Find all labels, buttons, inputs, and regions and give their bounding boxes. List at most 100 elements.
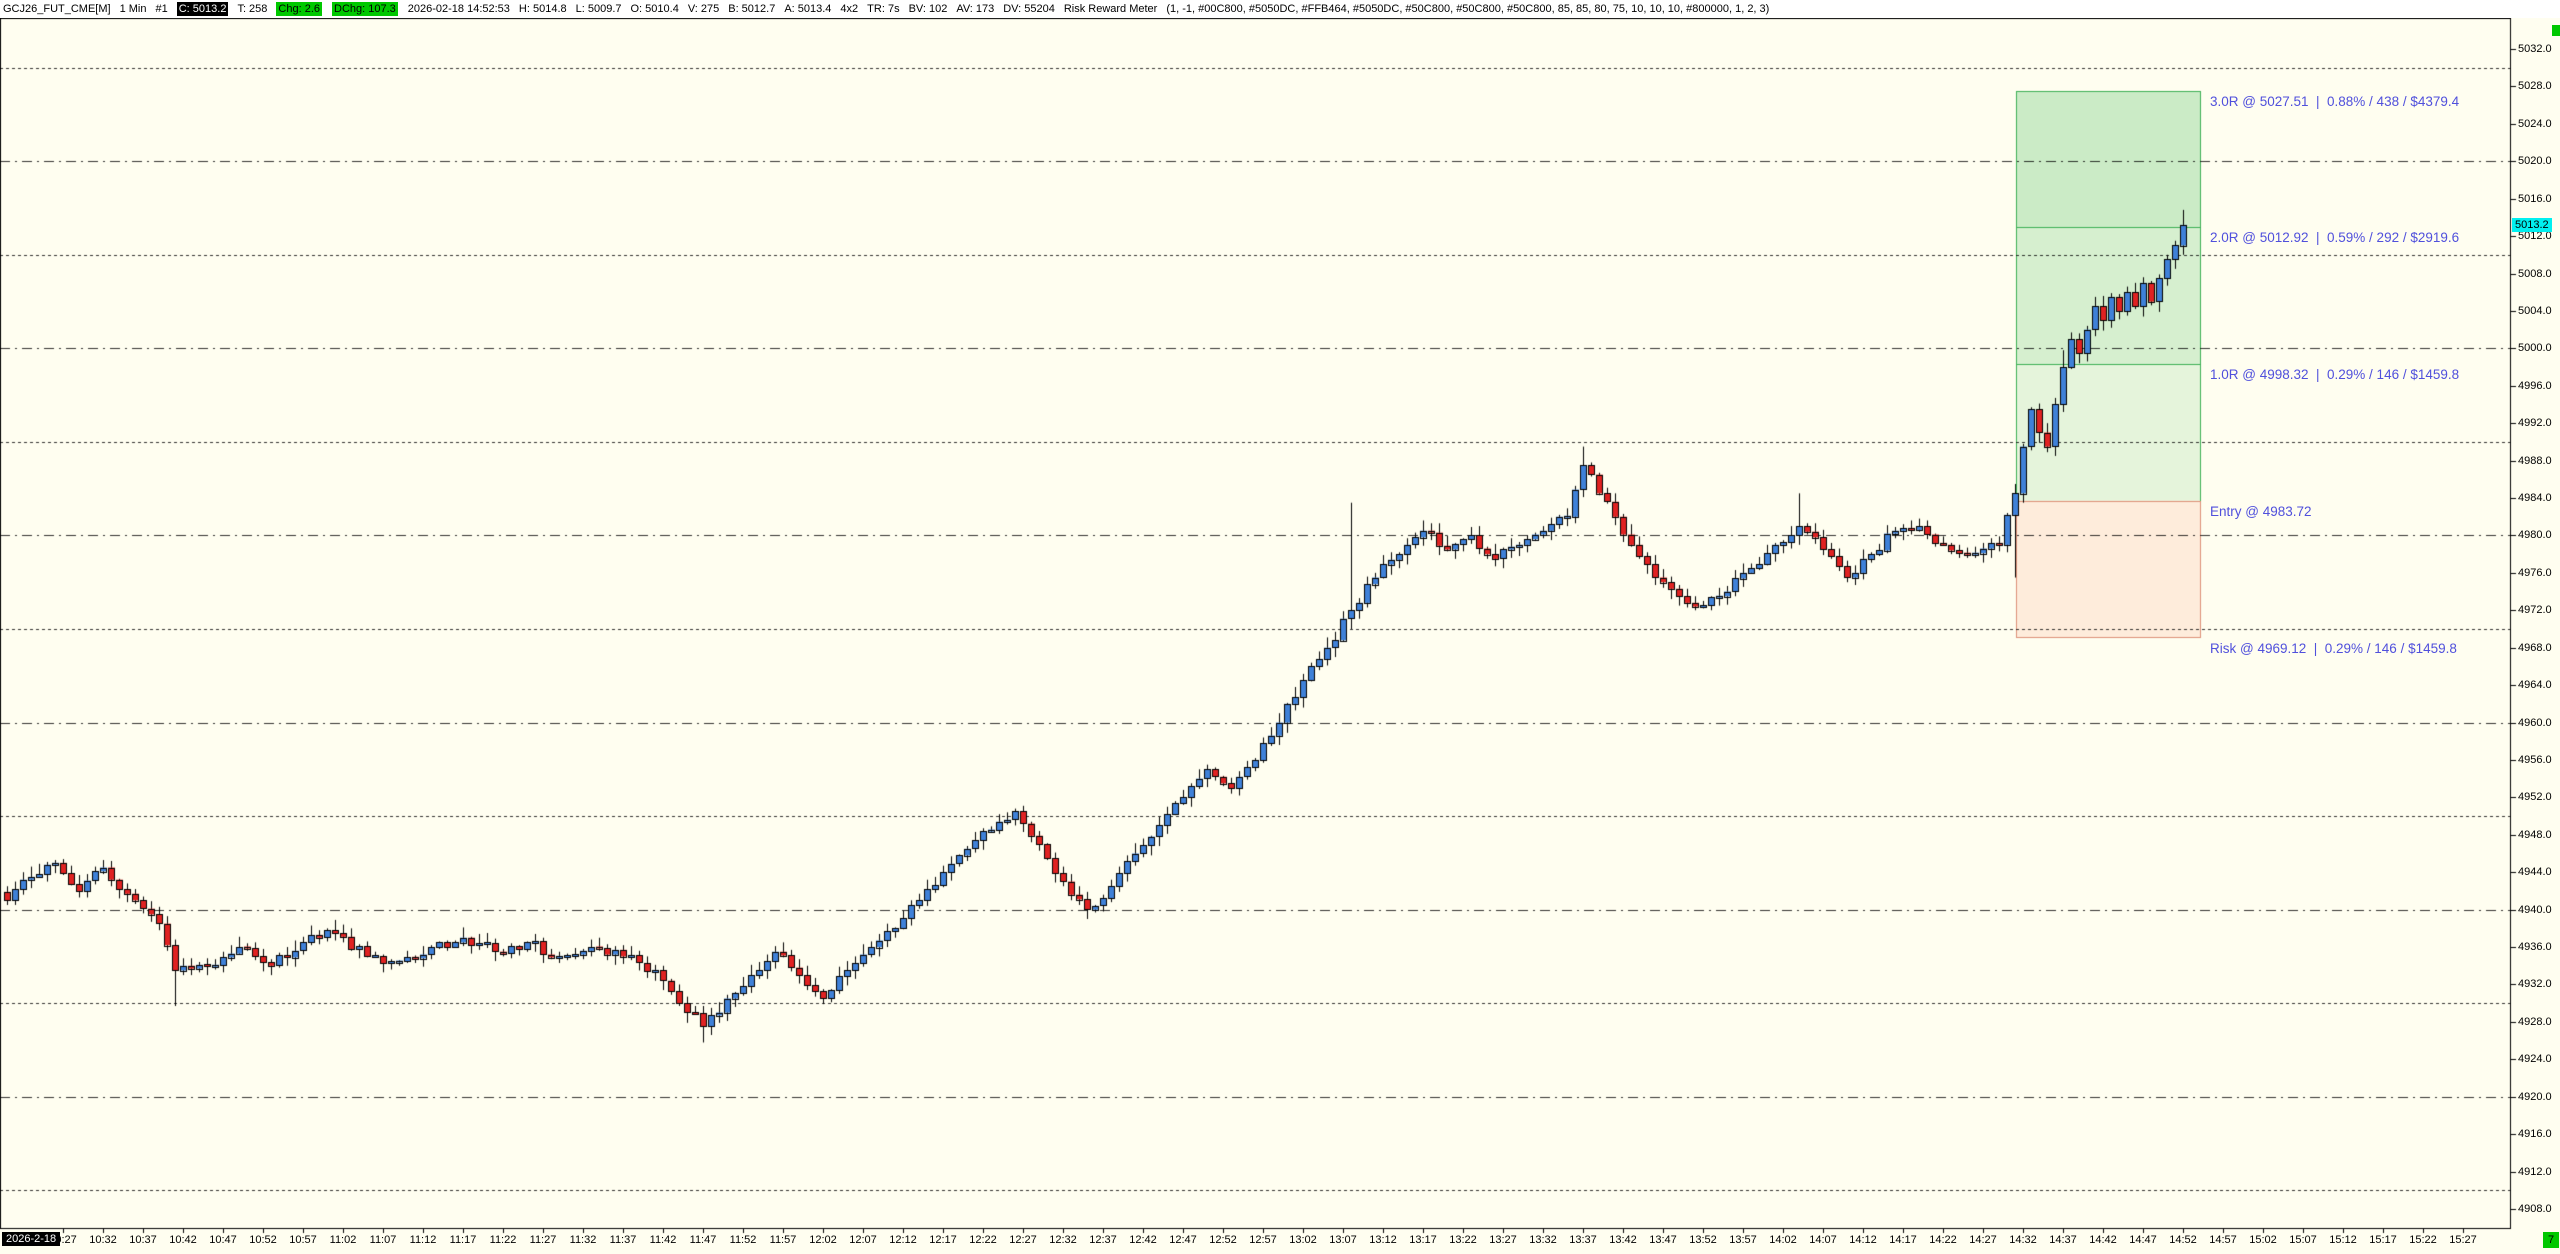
time-tick-label: 10:52 — [249, 1234, 277, 1246]
price-tick-label: 4920.0 — [2518, 1090, 2552, 1103]
target-3r-label: 3.0R @ 5027.51 | 0.88% / 438 / $4379.4 — [2210, 94, 2460, 109]
session-date-label: 2026-2-18 — [2, 1232, 61, 1246]
time-tick-label: 13:52 — [1689, 1234, 1717, 1246]
time-tick-label: 14:07 — [1809, 1234, 1837, 1246]
titlebar-segment: Chg: 2.6 — [276, 2, 323, 16]
time-tick-label: 13:22 — [1449, 1234, 1477, 1246]
titlebar-segment: GCJ26_FUT_CME[M] — [3, 3, 111, 15]
titlebar-segment: (1, -1, #00C800, #5050DC, #FFB464, #5050… — [1166, 3, 1770, 15]
time-tick-label: 11:22 — [489, 1234, 517, 1246]
price-tick-label: 4924.0 — [2518, 1053, 2552, 1066]
titlebar-segment: Risk Reward Meter — [1063, 3, 1158, 15]
time-tick-label: 13:27 — [1489, 1234, 1517, 1246]
price-tick-label: 5000.0 — [2518, 342, 2552, 355]
price-tick-label: 4928.0 — [2518, 1015, 2552, 1028]
time-tick-label: 12:57 — [1249, 1234, 1277, 1246]
time-tick-label: 11:27 — [529, 1234, 557, 1246]
price-tick-label: 4988.0 — [2518, 454, 2552, 467]
time-tick-label: 11:12 — [409, 1234, 437, 1246]
titlebar-segment: 1 Min — [119, 3, 147, 15]
time-tick-label: 12:47 — [1169, 1234, 1197, 1246]
price-tick-label: 4972.0 — [2518, 604, 2552, 617]
bar-countdown-badge: 7 — [2543, 1232, 2559, 1248]
time-tick-label: 11:52 — [729, 1234, 757, 1246]
time-tick-label: 11:32 — [569, 1234, 597, 1246]
titlebar-segment: C: 5013.2 — [176, 2, 229, 16]
price-tick-label: 4912.0 — [2518, 1165, 2552, 1178]
time-tick-label: 11:42 — [649, 1234, 677, 1246]
time-tick-label: 15:07 — [2289, 1234, 2317, 1246]
chart-title-bar: GCJ26_FUT_CME[M] 1 Min #1 C: 5013.2 T: 258 Ch… — [0, 0, 2560, 18]
price-tick-label: 4948.0 — [2518, 828, 2552, 841]
time-tick-label: 12:12 — [889, 1234, 917, 1246]
price-tick-label: 4956.0 — [2518, 753, 2552, 766]
time-tick-label: 11:57 — [769, 1234, 797, 1246]
price-tick-label: 4992.0 — [2518, 417, 2552, 430]
price-tick-label: 5032.0 — [2518, 43, 2552, 55]
price-tick-label: 4976.0 — [2518, 566, 2552, 579]
time-tick-label: 10:37 — [129, 1234, 157, 1246]
price-tick-label: 4908.0 — [2518, 1202, 2552, 1215]
price-tick-label: 4968.0 — [2518, 641, 2552, 654]
titlebar-segment: DChg: 107.3 — [332, 2, 399, 16]
time-tick-label: 14:37 — [2049, 1234, 2077, 1246]
price-tick-label: 5024.0 — [2518, 117, 2552, 130]
price-tick-label: 4996.0 — [2518, 379, 2552, 392]
time-tick-label: 12:42 — [1129, 1234, 1157, 1246]
axis-corner-marker — [2552, 25, 2560, 36]
price-tick-label: 5004.0 — [2518, 304, 2552, 317]
price-tick-label: 4952.0 — [2518, 791, 2552, 804]
price-tick-label: 4960.0 — [2518, 716, 2552, 729]
titlebar-segment: B: 5012.7 — [728, 3, 776, 15]
time-tick-label: 12:52 — [1209, 1234, 1237, 1246]
time-tick-label: 13:42 — [1609, 1234, 1637, 1246]
time-tick-label: 15:17 — [2369, 1234, 2397, 1246]
titlebar-segment: 4x2 — [840, 3, 859, 15]
time-tick-label: 15:22 — [2409, 1234, 2437, 1246]
time-tick-label: 12:02 — [809, 1234, 837, 1246]
time-tick-label: 13:57 — [1729, 1234, 1757, 1246]
time-tick-label: 12:37 — [1089, 1234, 1117, 1246]
titlebar-segment: AV: 173 — [956, 3, 995, 15]
time-tick-label: 14:32 — [2009, 1234, 2037, 1246]
price-tick-label: 4936.0 — [2518, 941, 2552, 954]
time-tick-label: 14:17 — [1889, 1234, 1917, 1246]
time-tick-label: 13:17 — [1409, 1234, 1437, 1246]
time-tick-label: 14:57 — [2209, 1234, 2237, 1246]
time-tick-label: 14:42 — [2089, 1234, 2117, 1246]
titlebar-segment: V: 275 — [687, 3, 720, 15]
time-tick-label: 14:47 — [2129, 1234, 2157, 1246]
time-tick-label: 12:27 — [1009, 1234, 1037, 1246]
titlebar-segment: T: 258 — [237, 3, 268, 15]
titlebar-segment: H: 5014.8 — [518, 3, 567, 15]
time-tick-label: 13:02 — [1289, 1234, 1317, 1246]
current-price-label: 5013.2 — [2512, 217, 2552, 232]
titlebar-segment: BV: 102 — [908, 3, 948, 15]
time-tick-label: 12:22 — [969, 1234, 997, 1246]
titlebar-segment: TR: 7s — [867, 3, 900, 15]
titlebar-segment: L: 5009.7 — [575, 3, 622, 15]
time-tick-label: 11:07 — [369, 1234, 397, 1246]
time-tick-label: 14:12 — [1849, 1234, 1877, 1246]
time-tick-label: 13:12 — [1369, 1234, 1397, 1246]
price-tick-label: 4940.0 — [2518, 903, 2552, 916]
time-tick-label: 14:27 — [1969, 1234, 1997, 1246]
risk-level-label: Risk @ 4969.12 | 0.29% / 146 / $1459.8 — [2210, 641, 2457, 657]
time-tick-label: 13:47 — [1649, 1234, 1677, 1246]
time-tick-label: 10:57 — [289, 1234, 317, 1246]
time-tick-label: 15:12 — [2329, 1234, 2357, 1246]
time-tick-label: 10:42 — [169, 1234, 197, 1246]
price-tick-label: 5012.0 — [2518, 230, 2552, 243]
price-tick-label: 5008.0 — [2518, 267, 2552, 280]
price-tick-label: 5016.0 — [2518, 192, 2552, 205]
price-tick-label: 4916.0 — [2518, 1128, 2552, 1141]
price-tick-label: 4964.0 — [2518, 679, 2552, 692]
time-tick-label: 12:32 — [1049, 1234, 1077, 1246]
time-tick-label: 13:32 — [1529, 1234, 1557, 1246]
time-tick-label: 15:02 — [2249, 1234, 2277, 1246]
time-tick-label: 11:47 — [689, 1234, 717, 1246]
time-tick-label: 14:22 — [1929, 1234, 1957, 1246]
time-tick-label: 11:37 — [609, 1234, 637, 1246]
time-tick-label: 11:02 — [329, 1234, 357, 1246]
